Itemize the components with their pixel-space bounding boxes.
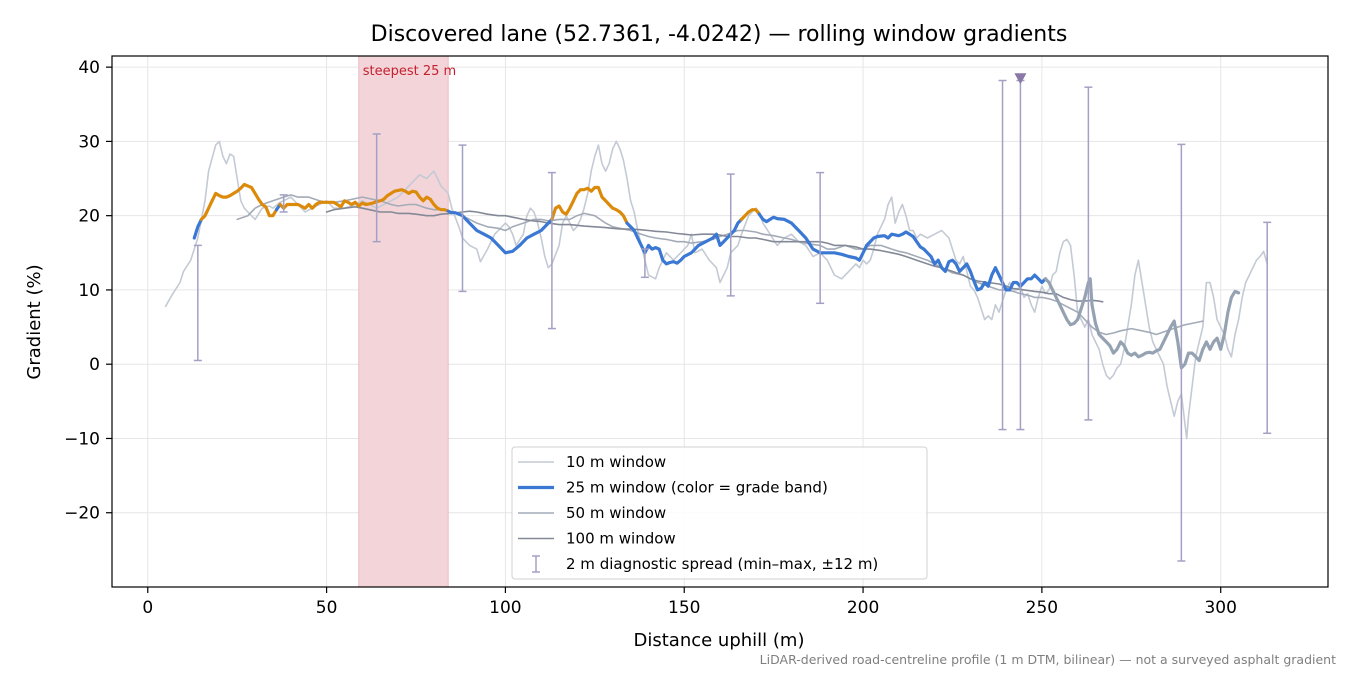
y-tick-label: 10 <box>78 281 100 301</box>
series-line-25m <box>625 217 744 266</box>
y-tick-label: 0 <box>89 355 100 375</box>
series-line-25m <box>1043 277 1241 370</box>
legend-box <box>511 446 928 580</box>
footnote: LiDAR-derived road-centreline profile (1… <box>759 652 1336 667</box>
x-tick-label: 250 <box>1026 598 1058 618</box>
x-tick-label: 200 <box>847 598 879 618</box>
legend-label: 25 m window (color = grade band) <box>566 479 828 497</box>
x-tick-label: 0 <box>142 598 153 618</box>
marker-triangle <box>1014 73 1027 85</box>
steepest-label: steepest 25 m <box>363 64 456 79</box>
x-tick-label: 100 <box>489 598 521 618</box>
peak-marker <box>1014 73 1027 85</box>
series-line-25m <box>446 209 554 255</box>
grid-lines <box>112 56 1328 587</box>
steepest-highlight: steepest 25 m <box>358 55 456 588</box>
x-tick-label: 150 <box>668 598 700 618</box>
y-tick-label: 20 <box>78 207 100 227</box>
y-axis-label: Gradient (%) <box>24 264 45 379</box>
spread-bars <box>193 79 1272 562</box>
legend: 10 m window 25 m window (color = grade ba… <box>511 446 928 580</box>
series-line-25m <box>278 188 450 213</box>
steepest-band <box>358 55 449 588</box>
legend-label: 10 m window <box>566 453 666 471</box>
series-line-25m <box>192 217 203 240</box>
series-line-25m <box>757 212 1048 292</box>
series-line-25m <box>550 185 629 225</box>
x-tick-label: 50 <box>316 598 338 618</box>
axes-frame <box>111 55 1329 588</box>
legend-label: 100 m window <box>566 530 676 548</box>
y-tick-label: 30 <box>78 132 100 152</box>
legend-label: 50 m window <box>566 504 666 522</box>
series-lines <box>164 140 1268 440</box>
y-tick-label: −10 <box>64 429 100 449</box>
series-line-25m <box>739 208 761 221</box>
legend-label: 2 m diagnostic spread (min–max, ±12 m) <box>566 555 878 573</box>
x-tick-label: 300 <box>1204 598 1236 618</box>
chart-title: Discovered lane (52.7361, -4.0242) — rol… <box>371 22 1068 47</box>
series-line-25m <box>199 182 279 221</box>
y-tick-label: 40 <box>78 58 100 78</box>
axes: 0 50 100 150 200 250 300 −20 −10 0 10 20 30 40 <box>64 55 1329 618</box>
x-axis-label: Distance uphill (m) <box>634 630 805 651</box>
y-tick-label: −20 <box>64 504 100 524</box>
